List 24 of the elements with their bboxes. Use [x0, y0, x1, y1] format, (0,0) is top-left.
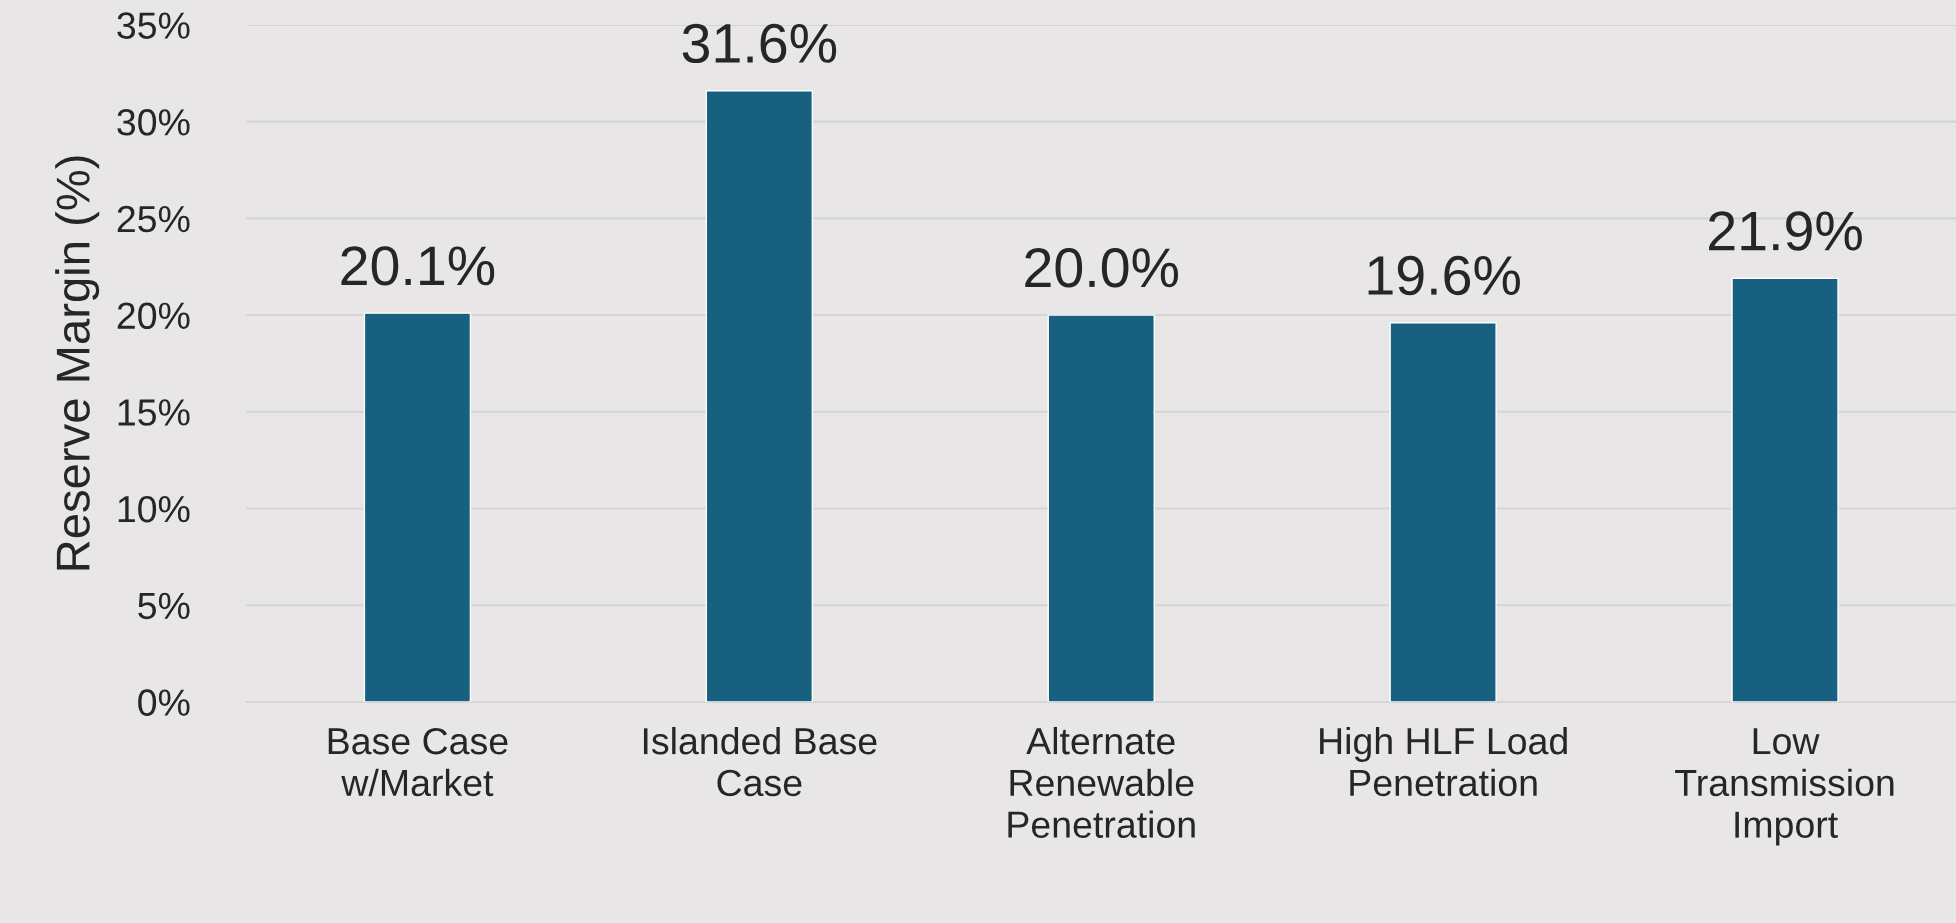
data-label: 21.9%: [1709, 211, 1862, 251]
bar: [1047, 314, 1155, 702]
bar: [1389, 322, 1497, 702]
x-tick-label: High HLF Load Penetration: [1320, 726, 1567, 797]
y-tick-label: 0%: [138, 689, 190, 716]
x-tick-label: Islanded Base Case: [643, 726, 877, 797]
y-tick-label: 10%: [118, 495, 190, 523]
y-axis-title: Reserve Margin (%): [55, 156, 100, 570]
data-label: 31.6%: [682, 23, 837, 64]
x-tick-label: Alternate Renewable Penetration: [1008, 726, 1195, 838]
y-tick-label: 5%: [138, 592, 190, 620]
y-tick-label: 20%: [117, 302, 190, 330]
data-label: 20.0%: [1025, 248, 1179, 288]
y-tick-label: 30%: [117, 109, 190, 136]
y-tick-label: 15%: [118, 399, 190, 426]
data-label: 19.6%: [1368, 255, 1520, 296]
data-label: 20.1%: [341, 246, 495, 286]
bar: [363, 312, 472, 702]
y-tick-label: 25%: [117, 205, 190, 233]
y-tick-label: 35%: [117, 12, 190, 39]
x-tick-label: Base Case w/Market: [328, 727, 508, 797]
bar: [705, 89, 814, 702]
x-tick-label: Low Transmission Import: [1675, 728, 1894, 846]
bar: [1731, 277, 1839, 702]
